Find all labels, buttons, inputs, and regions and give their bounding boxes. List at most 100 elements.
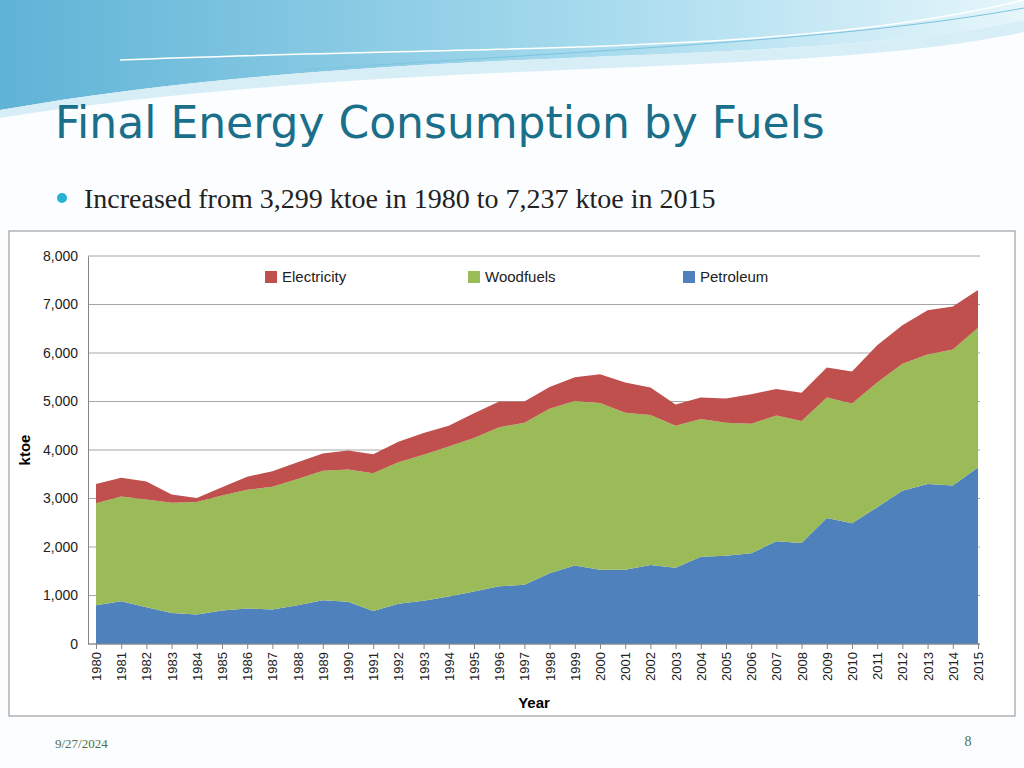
x-tick: 1999 xyxy=(568,644,583,681)
x-tick-label: 1999 xyxy=(568,652,583,681)
legend-label: Woodfuels xyxy=(485,268,556,285)
y-tick-label: 7,000 xyxy=(43,296,78,312)
slide-number: 8 xyxy=(965,734,972,749)
x-tick-mark xyxy=(474,644,475,649)
x-tick-mark xyxy=(146,644,147,649)
x-tick: 2011 xyxy=(870,644,885,680)
x-tick-mark xyxy=(222,644,223,649)
x-tick-mark xyxy=(96,644,97,649)
x-tick-mark xyxy=(676,644,677,649)
x-tick: 2014 xyxy=(946,644,961,681)
x-tick: 1991 xyxy=(366,644,381,681)
decoration xyxy=(120,0,1024,60)
x-tick-mark xyxy=(928,644,929,649)
x-tick-label: 2001 xyxy=(618,652,633,681)
x-tick-mark xyxy=(827,644,828,649)
x-tick: 2008 xyxy=(795,644,810,681)
plot-area xyxy=(96,290,978,644)
x-tick-mark xyxy=(298,644,299,649)
y-tick: 4,000 xyxy=(43,442,88,458)
x-tick-mark xyxy=(323,644,324,649)
x-tick-mark xyxy=(751,644,752,649)
x-tick: 1988 xyxy=(291,644,306,681)
y-tick: 0 xyxy=(70,636,88,652)
x-tick-label: 1995 xyxy=(467,652,482,681)
x-tick-label: 1982 xyxy=(139,652,154,681)
x-tick: 2009 xyxy=(820,644,835,681)
x-tick-mark xyxy=(701,644,702,649)
x-tick-mark xyxy=(877,644,878,649)
x-tick-label: 1981 xyxy=(114,652,129,681)
x-tick: 1989 xyxy=(316,644,331,681)
x-tick: 1983 xyxy=(165,644,180,681)
grid-line xyxy=(88,644,980,645)
x-tick: 1980 xyxy=(89,644,104,681)
x-tick-mark xyxy=(524,644,525,649)
x-tick: 2012 xyxy=(895,644,910,681)
x-tick: 2002 xyxy=(643,644,658,681)
x-axis: 1980 1981 1982 1983 1984 1985 1986 1987 1988 1989… xyxy=(88,644,986,681)
x-tick-label: 1996 xyxy=(492,652,507,681)
x-tick: 2013 xyxy=(921,644,936,681)
x-tick-label: 1985 xyxy=(215,652,230,681)
x-tick-mark xyxy=(121,644,122,649)
legend: Electricity Woodfuels Petroleum xyxy=(265,268,768,285)
y-tick: 3,000 xyxy=(43,490,88,506)
x-tick-mark xyxy=(197,644,198,649)
x-tick-label: 2007 xyxy=(769,652,784,681)
x-tick-label: 2009 xyxy=(820,652,835,681)
x-tick-label: 1987 xyxy=(265,652,280,681)
x-tick: 2004 xyxy=(694,644,709,681)
y-tick-label: 6,000 xyxy=(43,345,78,361)
y-tick-label: 4,000 xyxy=(43,442,78,458)
x-tick-mark xyxy=(424,644,425,649)
grid xyxy=(88,256,980,644)
x-tick: 2000 xyxy=(593,644,608,681)
x-tick-mark xyxy=(575,644,576,649)
y-tick-label: 1,000 xyxy=(43,587,78,603)
x-tick-mark xyxy=(499,644,500,649)
x-tick-label: 2012 xyxy=(895,652,910,681)
legend-label: Petroleum xyxy=(700,268,768,285)
y-tick: 2,000 xyxy=(43,539,88,555)
legend-swatch xyxy=(468,271,480,283)
x-tick-label: 1984 xyxy=(190,652,205,681)
y-tick-label: 0 xyxy=(70,636,78,652)
x-tick: 1998 xyxy=(543,644,558,681)
x-tick: 1984 xyxy=(190,644,205,681)
x-tick-label: 2013 xyxy=(921,652,936,681)
x-tick: 1993 xyxy=(417,644,432,681)
x-tick-mark xyxy=(247,644,248,649)
x-tick-label: 1993 xyxy=(417,652,432,681)
x-tick-mark xyxy=(373,644,374,649)
x-tick: 2006 xyxy=(744,644,759,681)
x-tick-mark xyxy=(172,644,173,649)
x-tick-label: 2006 xyxy=(744,652,759,681)
decoration xyxy=(300,8,1024,70)
x-tick: 1995 xyxy=(467,644,482,681)
x-tick-label: 2003 xyxy=(669,652,684,681)
x-tick: 2001 xyxy=(618,644,633,681)
x-tick-label: 2008 xyxy=(795,652,810,681)
bullet xyxy=(57,193,67,203)
legend-item: Petroleum xyxy=(683,268,768,285)
x-axis-title: Year xyxy=(518,694,550,711)
x-tick-mark xyxy=(953,644,954,649)
y-tick: 8,000 xyxy=(43,248,88,264)
y-tick: 5,000 xyxy=(43,393,88,409)
x-tick-mark xyxy=(978,644,979,649)
x-tick: 2003 xyxy=(669,644,684,681)
legend-item: Woodfuels xyxy=(468,268,556,285)
x-tick-label: 1983 xyxy=(165,652,180,681)
x-tick-label: 2005 xyxy=(719,652,734,681)
x-tick: 2005 xyxy=(719,644,734,681)
x-tick-label: 1992 xyxy=(391,652,406,681)
y-axis-line xyxy=(88,257,89,645)
x-tick-label: 1986 xyxy=(240,652,255,681)
x-tick-label: 2011 xyxy=(870,652,885,680)
x-tick-label: 2014 xyxy=(946,652,961,681)
x-tick-label: 1998 xyxy=(543,652,558,681)
x-tick-mark xyxy=(902,644,903,649)
legend-label: Electricity xyxy=(282,268,347,285)
x-tick-mark xyxy=(802,644,803,649)
